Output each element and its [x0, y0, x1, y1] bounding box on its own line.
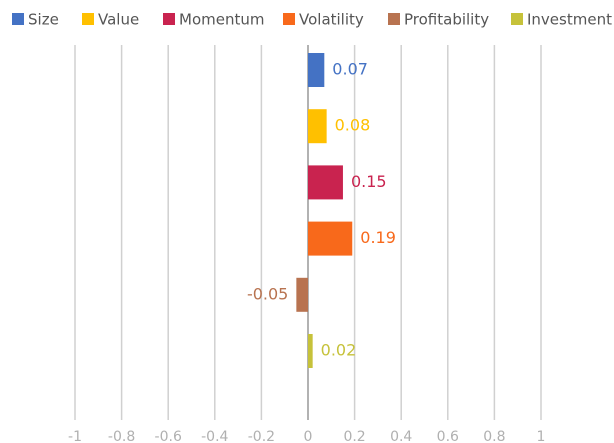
x-tick-label: 1 [537, 429, 546, 443]
bar [308, 334, 313, 368]
bar [308, 165, 343, 200]
x-tick-label: -0.2 [248, 429, 275, 443]
x-tick-label: 0.6 [437, 429, 459, 443]
x-tick-label: -0.8 [108, 429, 135, 443]
legend-label: Volatility [299, 11, 364, 29]
x-tick-label: 0.8 [483, 429, 505, 443]
x-tick-label: 0 [304, 429, 313, 443]
legend-label: Momentum [179, 11, 264, 29]
legend-swatch [388, 13, 400, 25]
data-label: 0.15 [351, 172, 387, 191]
legend-label: Value [98, 11, 139, 29]
legend-swatch [511, 13, 523, 25]
data-label: 0.19 [360, 228, 396, 247]
data-label: 0.02 [321, 341, 357, 360]
legend-swatch [82, 13, 94, 25]
data-label: -0.05 [247, 284, 288, 303]
legend-label: Profitability [404, 11, 489, 29]
legend-label: Size [28, 11, 59, 29]
x-tick-label: 0.2 [343, 429, 365, 443]
legend-label: Investment [527, 11, 612, 29]
bar [308, 221, 353, 256]
x-tick-label: 0.4 [390, 429, 412, 443]
x-tick-label: -0.4 [201, 429, 228, 443]
bar [308, 53, 325, 87]
legend-swatch [12, 13, 24, 25]
x-tick-label: -0.6 [155, 429, 182, 443]
x-tick-label: -1 [68, 429, 82, 443]
legend-swatch [163, 13, 175, 25]
bar [308, 109, 327, 144]
data-label: 0.08 [335, 116, 371, 135]
legend-swatch [283, 13, 295, 25]
data-label: 0.07 [332, 60, 368, 79]
bar [296, 277, 308, 312]
